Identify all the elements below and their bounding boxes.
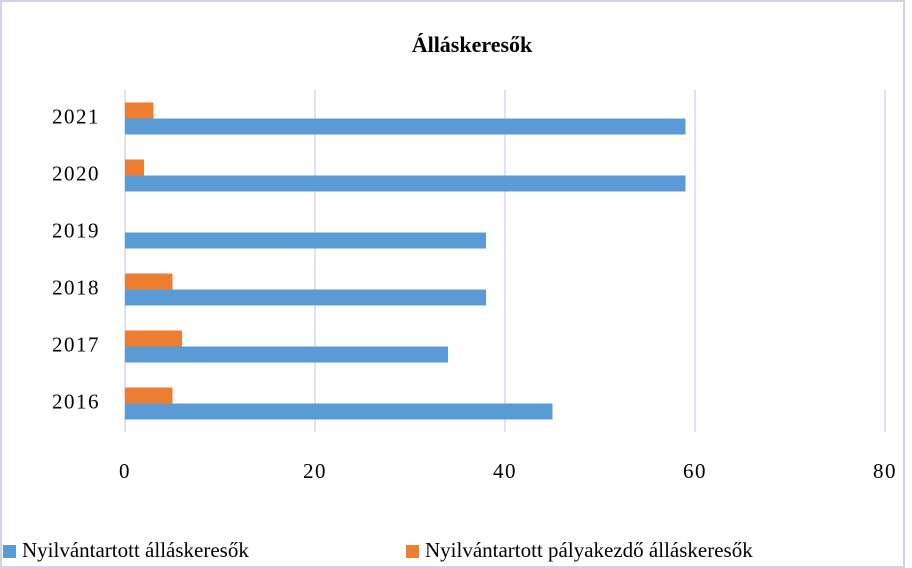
bar — [125, 118, 686, 135]
legend-label: Nyilvántartott pályakezdő álláskeresők — [425, 538, 753, 562]
y-tick-label: 2017 — [52, 332, 100, 356]
legend-swatch — [3, 545, 16, 558]
x-tick-label: 60 — [683, 459, 707, 483]
bar — [125, 175, 686, 192]
y-tick-label: 2019 — [52, 218, 100, 242]
bar — [125, 159, 144, 176]
x-tick-label: 0 — [119, 459, 131, 483]
bar — [125, 273, 173, 290]
bar — [125, 330, 182, 347]
bar — [125, 403, 553, 420]
y-tick-label: 2018 — [52, 275, 100, 299]
bar — [125, 232, 486, 249]
bar — [125, 346, 448, 363]
y-tick-label: 2021 — [52, 104, 100, 128]
legend-label: Nyilvántartott álláskeresők — [22, 538, 249, 562]
x-tick-label: 80 — [873, 459, 897, 483]
x-tick-label: 20 — [303, 459, 327, 483]
bar — [125, 289, 486, 306]
bar — [125, 102, 154, 119]
y-tick-label: 2016 — [52, 389, 100, 413]
chart-title: Álláskeresők — [412, 32, 533, 57]
bar — [125, 387, 173, 404]
y-tick-label: 2020 — [52, 161, 100, 185]
x-tick-label: 40 — [493, 459, 517, 483]
legend-swatch — [406, 545, 419, 558]
